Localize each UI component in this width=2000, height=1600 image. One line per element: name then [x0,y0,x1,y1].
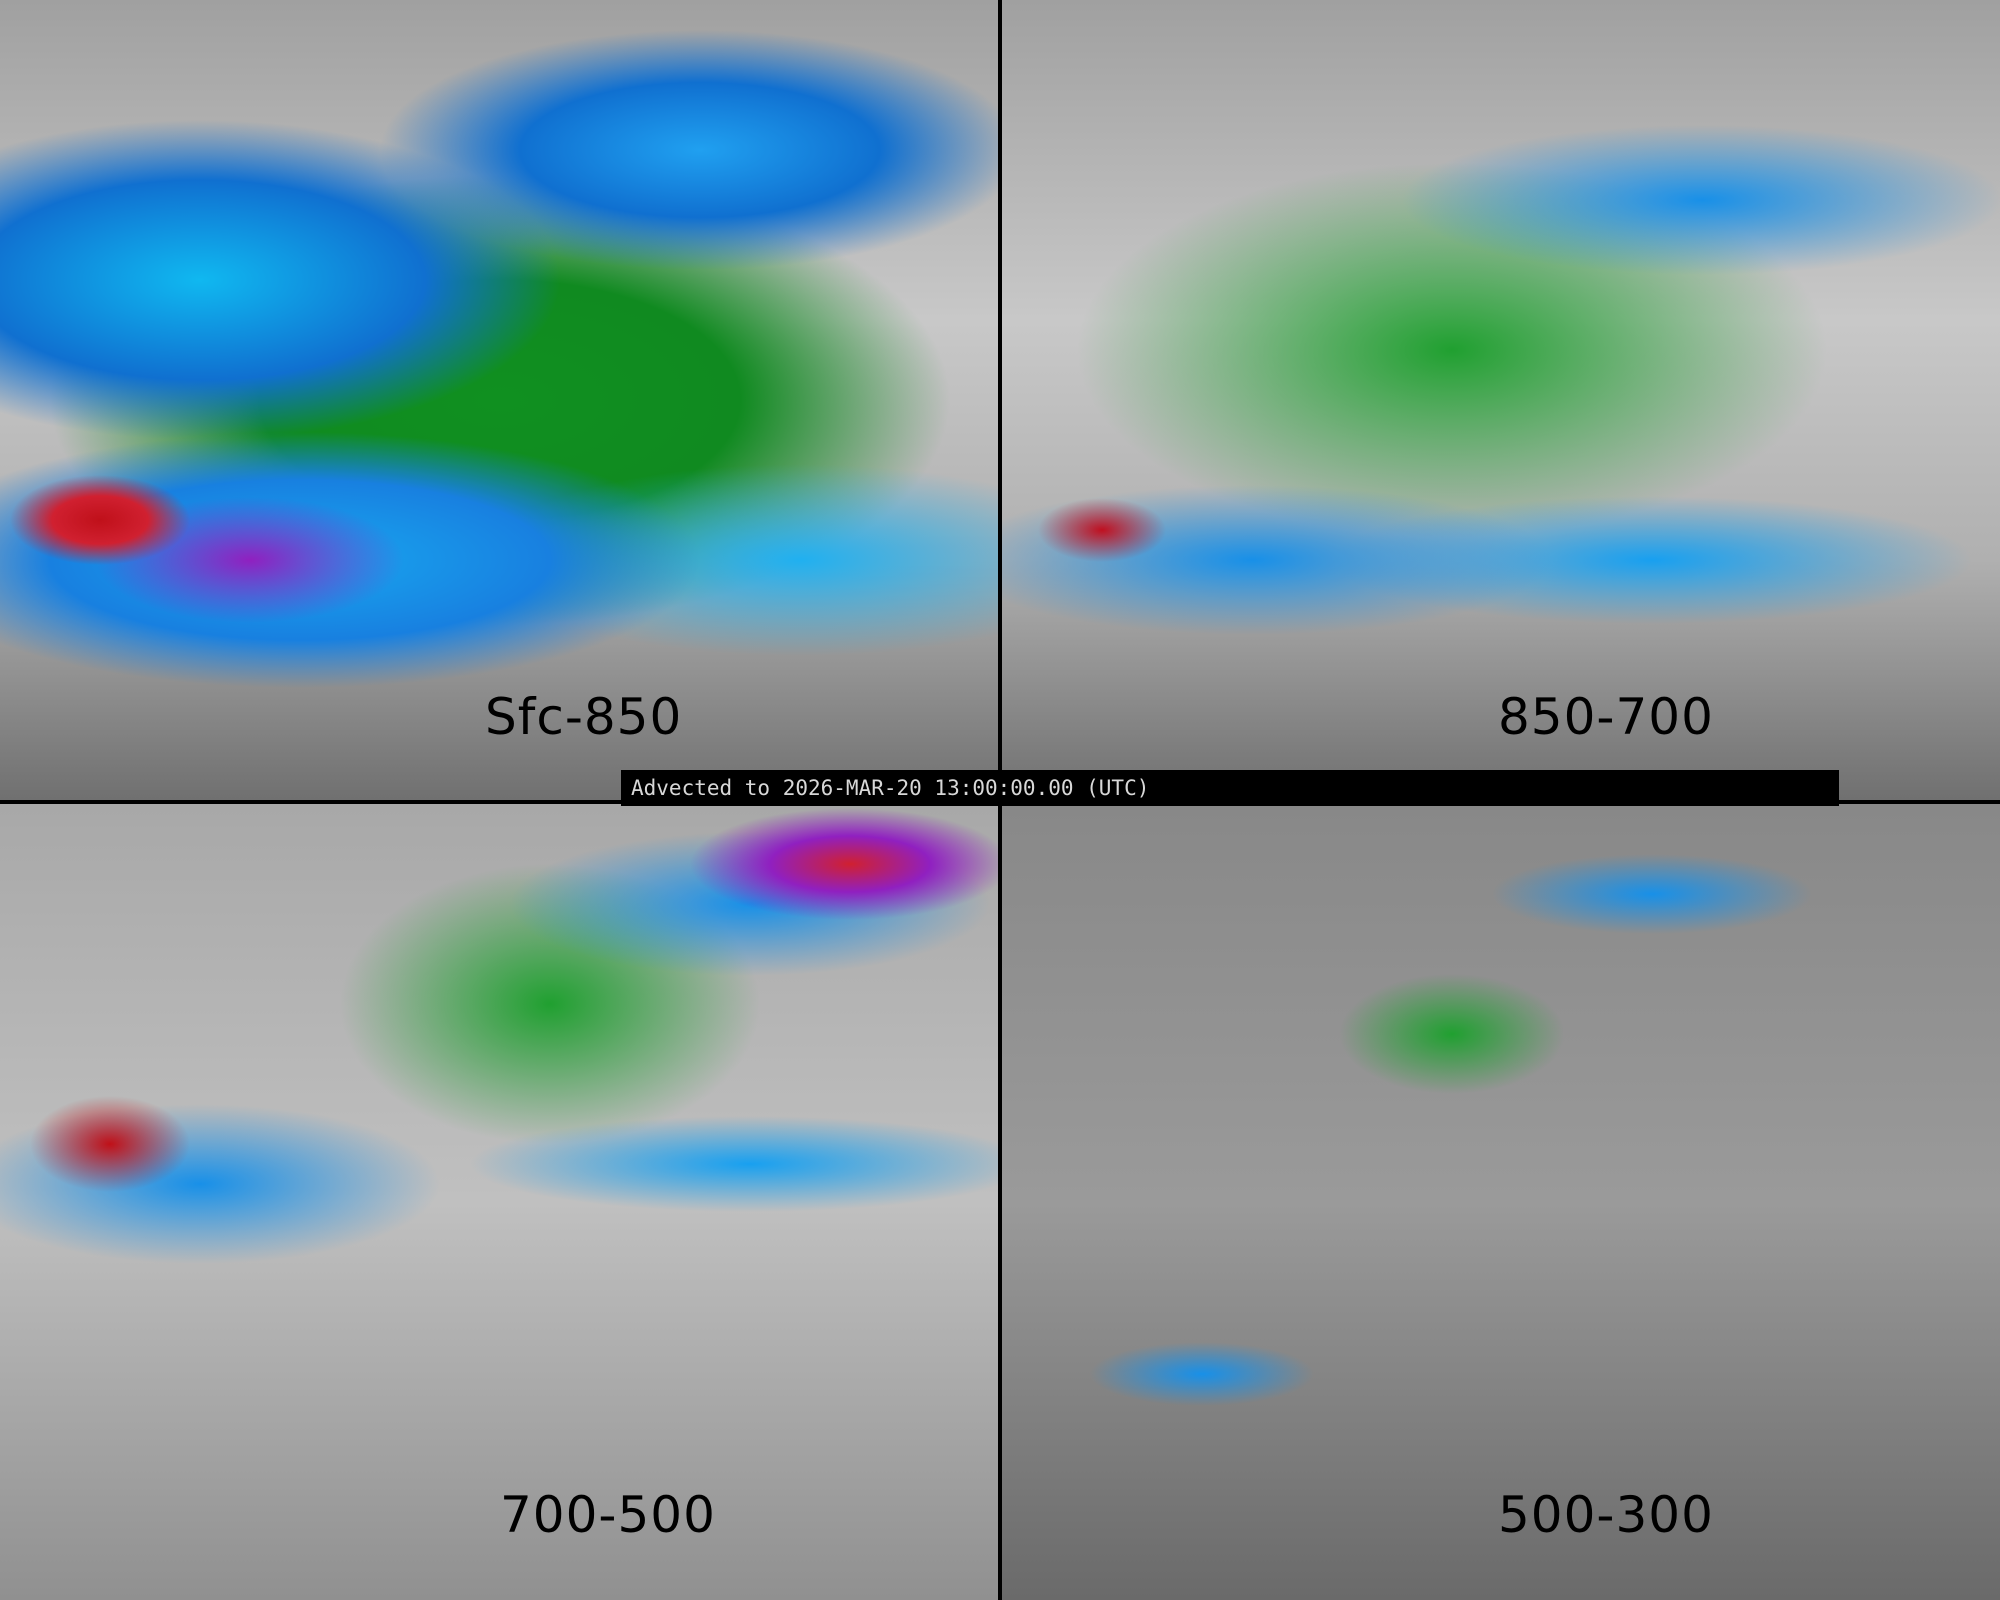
panel-sfc-850: Sfc-850 [0,0,998,800]
timestamp-banner: Advected to 2026-MAR-20 13:00:00.00 (UTC… [621,770,1839,806]
panel-label: 500-300 [1498,1486,1714,1544]
panel-700-500: 700-500 [0,804,998,1600]
panel-label: 700-500 [500,1486,716,1544]
panel-label: Sfc-850 [485,688,683,746]
panel-850-700: 850-700 [1002,0,2000,800]
panel-label: 850-700 [1498,688,1714,746]
panel-500-300: 500-300 [1002,804,2000,1600]
timestamp-text: Advected to 2026-MAR-20 13:00:00.00 (UTC… [631,776,1150,800]
